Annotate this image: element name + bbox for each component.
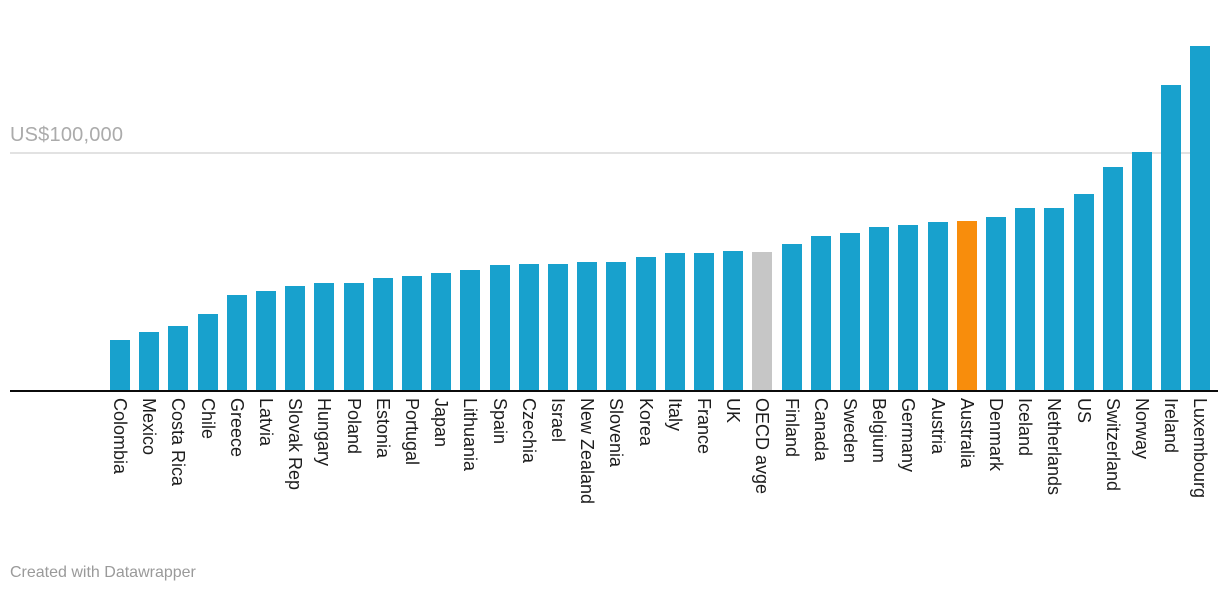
x-tick-label-poland: Poland: [343, 398, 364, 455]
x-tick-label-lithuania: Lithuania: [460, 398, 481, 472]
gridline-100k: [10, 152, 1210, 154]
x-tick-label-slovenia: Slovenia: [606, 398, 627, 468]
bar-mexico[interactable]: [139, 332, 160, 390]
x-axis-baseline: [10, 390, 1218, 392]
bar-norway[interactable]: [1132, 152, 1152, 390]
x-tick-label-france: France: [694, 398, 714, 455]
x-tick-label-slovak-rep: Slovak Rep: [285, 398, 306, 491]
x-tick-label-canada: Canada: [810, 398, 831, 462]
bar-oecd-avge[interactable]: [752, 252, 773, 390]
bar-belgium[interactable]: [869, 227, 890, 390]
bar-greece[interactable]: [226, 295, 247, 390]
bar-costa-rica[interactable]: [168, 326, 189, 390]
bar-new-zealand[interactable]: [577, 262, 598, 390]
datawrapper-credit-link[interactable]: Created with Datawrapper: [10, 564, 196, 581]
bar-ireland[interactable]: [1161, 85, 1182, 390]
bar-switzerland[interactable]: [1102, 167, 1123, 390]
bar-israel[interactable]: [548, 264, 568, 390]
x-tick-label-oecd-avge: OECD avge: [752, 398, 773, 495]
bar-france[interactable]: [694, 253, 714, 390]
bar-netherlands[interactable]: [1044, 208, 1065, 390]
bar-poland[interactable]: [343, 283, 364, 390]
x-tick-label-germany: Germany: [898, 398, 919, 473]
bar-austria[interactable]: [927, 222, 948, 390]
x-tick-label-ireland: Ireland: [1161, 398, 1182, 454]
bar-lithuania[interactable]: [460, 270, 481, 390]
x-tick-label-italy: Italy: [664, 398, 685, 432]
bar-korea[interactable]: [635, 257, 656, 390]
x-tick-label-australia: Australia: [956, 398, 977, 469]
x-tick-label-czechia: Czechia: [518, 398, 539, 464]
bar-us[interactable]: [1073, 194, 1094, 390]
gridline-label: US$100,000: [10, 124, 124, 146]
x-tick-label-netherlands: Netherlands: [1044, 398, 1065, 496]
bar-latvia[interactable]: [256, 291, 276, 390]
bar-chile[interactable]: [197, 314, 218, 390]
x-tick-label-switzerland: Switzerland: [1102, 398, 1123, 492]
x-tick-label-korea: Korea: [635, 398, 656, 447]
x-tick-label-austria: Austria: [927, 398, 948, 455]
x-tick-label-chile: Chile: [197, 398, 218, 440]
x-tick-label-luxembourg: Luxembourg: [1190, 398, 1211, 499]
bar-italy[interactable]: [664, 253, 685, 390]
bar-czechia[interactable]: [518, 264, 539, 390]
bar-iceland[interactable]: [1015, 208, 1036, 390]
x-tick-label-spain: Spain: [489, 398, 510, 445]
bar-slovak-rep[interactable]: [285, 286, 306, 390]
x-tick-label-uk: UK: [723, 398, 744, 424]
bar-uk[interactable]: [723, 251, 744, 390]
x-tick-label-new-zealand: New Zealand: [577, 398, 598, 505]
x-tick-label-japan: Japan: [431, 398, 452, 448]
x-tick-label-latvia: Latvia: [256, 398, 276, 447]
bar-australia[interactable]: [956, 221, 977, 390]
bar-colombia[interactable]: [110, 340, 130, 390]
bar-germany[interactable]: [898, 225, 919, 390]
bar-luxembourg[interactable]: [1190, 46, 1211, 390]
x-tick-label-sweden: Sweden: [840, 398, 860, 464]
x-tick-label-us: US: [1073, 398, 1094, 424]
x-tick-label-finland: Finland: [781, 398, 802, 458]
bar-japan[interactable]: [431, 273, 452, 390]
x-tick-label-costa-rica: Costa Rica: [168, 398, 189, 487]
x-tick-label-colombia: Colombia: [110, 398, 130, 475]
bar-hungary[interactable]: [314, 283, 335, 390]
x-tick-label-portugal: Portugal: [402, 398, 422, 466]
x-tick-label-mexico: Mexico: [139, 398, 160, 456]
bar-estonia[interactable]: [372, 278, 393, 390]
bar-denmark[interactable]: [986, 217, 1006, 390]
bar-canada[interactable]: [810, 236, 831, 390]
bar-slovenia[interactable]: [606, 262, 627, 390]
bar-sweden[interactable]: [840, 233, 860, 390]
x-tick-label-iceland: Iceland: [1015, 398, 1036, 457]
x-tick-label-denmark: Denmark: [986, 398, 1006, 472]
bar-spain[interactable]: [489, 265, 510, 390]
bar-portugal[interactable]: [402, 276, 422, 390]
bar-finland[interactable]: [781, 244, 802, 390]
x-tick-label-israel: Israel: [548, 398, 568, 443]
x-tick-label-greece: Greece: [226, 398, 247, 458]
x-tick-label-hungary: Hungary: [314, 398, 335, 467]
x-tick-label-norway: Norway: [1132, 398, 1152, 460]
x-tick-label-belgium: Belgium: [869, 398, 890, 464]
x-tick-label-estonia: Estonia: [372, 398, 393, 459]
